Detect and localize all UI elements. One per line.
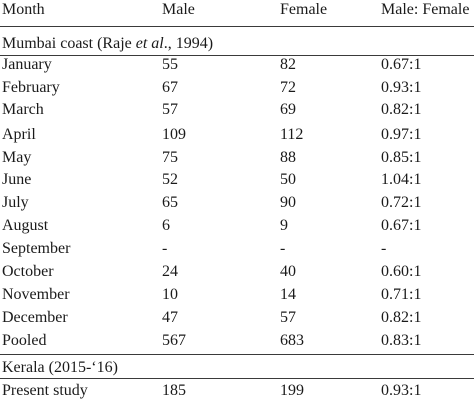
cell-male: 567	[162, 332, 186, 349]
cell-male: 57	[162, 101, 178, 118]
cell-female: 112	[280, 126, 304, 143]
cell-ratio: 1.04:1	[381, 171, 422, 188]
cell-month: March	[2, 101, 44, 118]
cell-male: 47	[162, 309, 178, 326]
cell-month: January	[2, 56, 52, 73]
cell-female: -	[280, 240, 286, 257]
cell-ratio: 0.93:1	[381, 79, 422, 96]
cell-male: 10	[162, 286, 178, 303]
cell-month: December	[2, 309, 68, 326]
cell-month: April	[2, 126, 36, 143]
cell-month: Pooled	[2, 332, 47, 349]
section-label-mumbai-pre: Mumbai coast (Raje	[2, 35, 136, 52]
header-rule	[0, 26, 474, 27]
cell-female: 88	[280, 149, 296, 166]
cell-male: 55	[162, 56, 178, 73]
header-month: Month	[2, 1, 45, 18]
cell-male: 65	[162, 194, 178, 211]
cell-male: 185	[162, 382, 186, 399]
section1-rule	[0, 55, 474, 56]
cell-male: 6	[162, 217, 170, 234]
cell-ratio: 0.60:1	[381, 263, 422, 280]
cell-male: 24	[162, 263, 178, 280]
section-label-mumbai-italic: et al	[135, 35, 164, 52]
section-label-mumbai-post: ., 1994)	[163, 35, 214, 52]
cell-ratio: 0.67:1	[381, 217, 422, 234]
cell-month: May	[2, 149, 32, 166]
section-label-kerala: Kerala (2015-‘16)	[2, 359, 118, 376]
cell-female: 82	[280, 56, 296, 73]
cell-ratio: 0.71:1	[381, 286, 422, 303]
cell-ratio: 0.72:1	[381, 194, 422, 211]
cell-male: 52	[162, 171, 178, 188]
header-male: Male	[162, 1, 195, 18]
cell-ratio: -	[381, 240, 387, 257]
cell-female: 50	[280, 171, 296, 188]
cell-month: September	[2, 240, 71, 257]
cell-female: 90	[280, 194, 296, 211]
cell-month: February	[2, 79, 60, 96]
cell-male: 109	[162, 126, 186, 143]
cell-male: -	[162, 240, 168, 257]
cell-ratio: 0.97:1	[381, 126, 422, 143]
cell-ratio: 0.93:1	[381, 382, 422, 399]
cell-ratio: 0.85:1	[381, 149, 422, 166]
cell-ratio: 0.83:1	[381, 332, 422, 349]
cell-female: 40	[280, 263, 296, 280]
cell-female: 14	[280, 286, 296, 303]
cell-female: 683	[280, 332, 304, 349]
cell-month: August	[2, 217, 49, 234]
section-label-mumbai: Mumbai coast (Raje et al., 1994)	[2, 34, 213, 54]
cell-female: 9	[280, 217, 288, 234]
cell-month: July	[2, 194, 29, 211]
cell-female: 57	[280, 309, 296, 326]
cell-ratio: 0.82:1	[381, 309, 422, 326]
header-ratio: Male: Female	[381, 1, 470, 18]
pooled-rule	[0, 354, 474, 355]
cell-month: October	[2, 263, 54, 280]
cell-month: Present study	[2, 382, 88, 399]
cell-month: November	[2, 286, 70, 303]
cell-female: 69	[280, 101, 296, 118]
cell-ratio: 0.67:1	[381, 56, 422, 73]
section2-rule	[0, 378, 474, 379]
cell-female: 199	[280, 382, 304, 399]
cell-ratio: 0.82:1	[381, 101, 422, 118]
cell-month: June	[2, 171, 32, 188]
cell-male: 67	[162, 79, 178, 96]
cell-male: 75	[162, 149, 178, 166]
cell-female: 72	[280, 79, 296, 96]
header-female: Female	[280, 1, 328, 18]
